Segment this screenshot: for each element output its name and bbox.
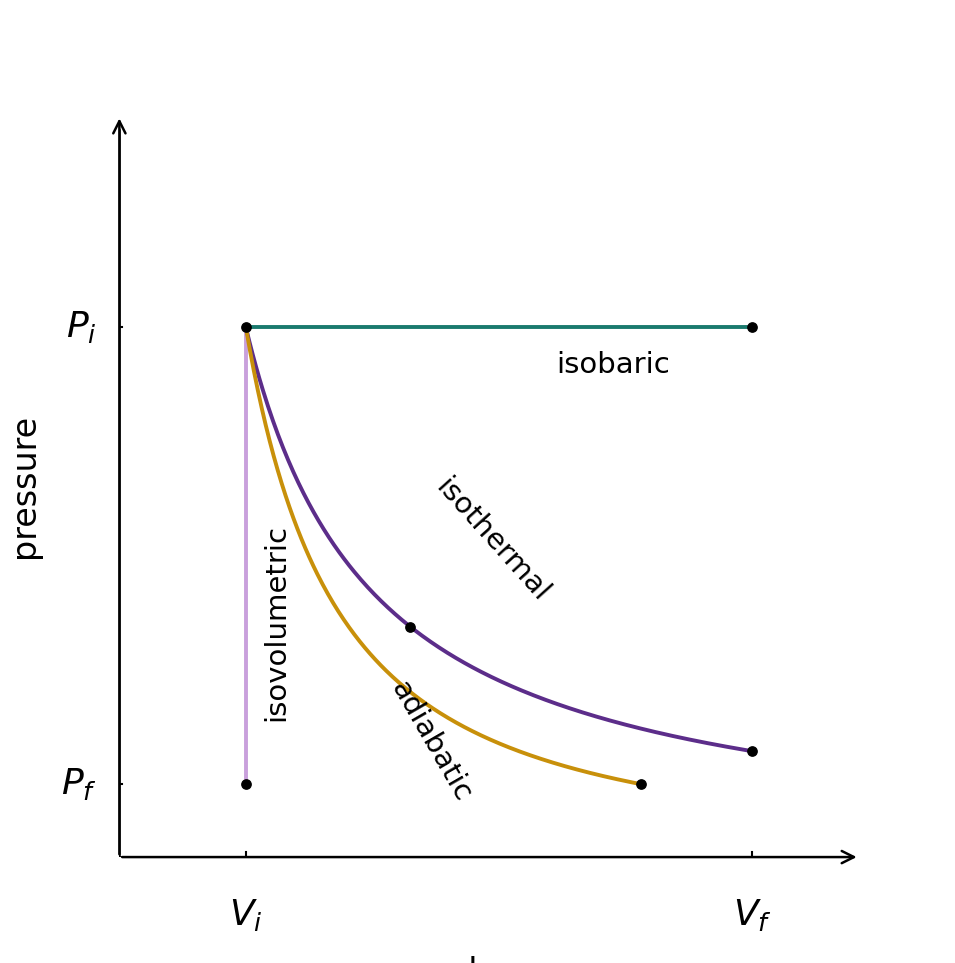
Text: volume: volume (428, 956, 551, 963)
Point (744, 743, 759, 759)
Point (744, 320, 759, 335)
Text: $V_\mathregular{i}$: $V_\mathregular{i}$ (229, 897, 263, 933)
Point (238, 320, 253, 335)
Text: isothermal: isothermal (430, 473, 554, 607)
Text: $V_\mathregular{f}$: $V_\mathregular{f}$ (732, 897, 772, 933)
Point (634, 776, 649, 792)
Text: $P_\mathregular{i}$: $P_\mathregular{i}$ (66, 309, 96, 346)
Text: isobaric: isobaric (556, 351, 669, 379)
Text: adiabatic: adiabatic (385, 676, 477, 807)
Point (403, 619, 418, 635)
Text: isovolumetric: isovolumetric (263, 524, 290, 720)
Text: $P_\mathregular{f}$: $P_\mathregular{f}$ (61, 767, 96, 802)
Text: pressure: pressure (8, 414, 41, 559)
Point (238, 776, 253, 792)
